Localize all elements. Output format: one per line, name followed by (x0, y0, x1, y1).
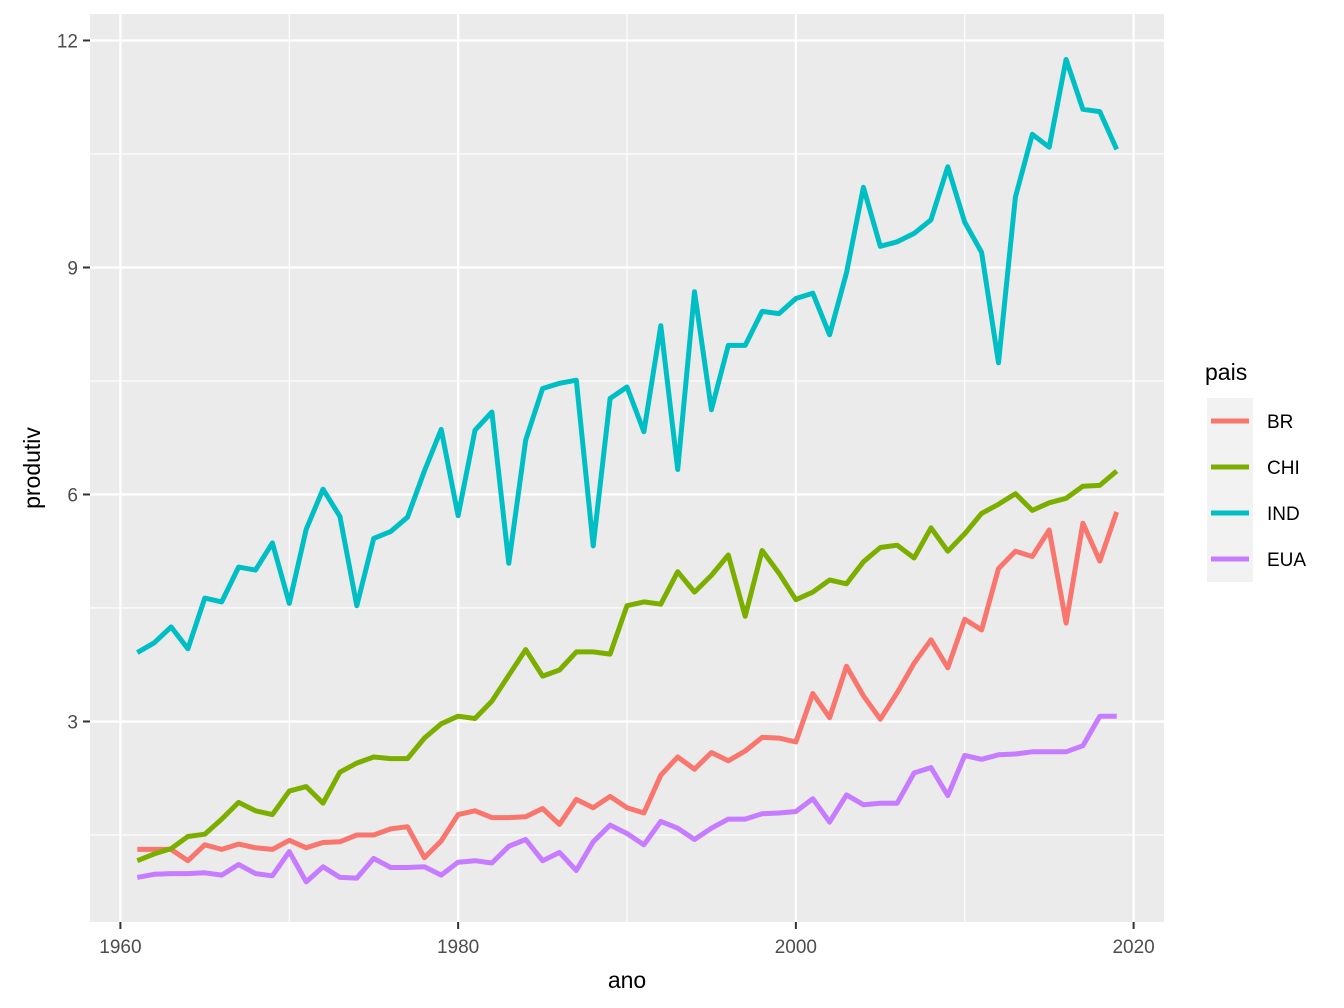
tick-labels: 1960 1980 2000 2020 3 6 9 12 (57, 31, 1155, 958)
axis-ticks (83, 39, 1135, 929)
y-tick-label: 9 (67, 258, 78, 279)
legend-label: CHI (1267, 458, 1300, 479)
series-line-br (137, 511, 1120, 864)
x-tick-label: 2020 (1112, 937, 1154, 958)
legend-label: IND (1267, 504, 1300, 525)
x-tick-label: 1980 (437, 937, 479, 958)
legend-label: EUA (1267, 550, 1306, 571)
minor-gridlines (90, 14, 1164, 922)
legend: pais BR CHI IND EUA (1205, 359, 1306, 582)
x-axis-title: ano (608, 967, 646, 993)
x-tick-label: 2000 (775, 937, 817, 958)
y-tick-label: 3 (67, 712, 78, 733)
series-line-ind (136, 56, 1119, 655)
y-tick-label: 6 (67, 485, 78, 506)
y-tick-label: 12 (57, 31, 78, 52)
y-axis-title: produtiv (19, 427, 45, 509)
series-line-eua (136, 713, 1117, 885)
legend-label: BR (1267, 412, 1293, 433)
legend-title: pais (1205, 359, 1247, 385)
series-line-chi (136, 469, 1119, 864)
x-tick-label: 1960 (99, 937, 141, 958)
series-lines (136, 56, 1120, 885)
major-gridlines (90, 14, 1164, 922)
